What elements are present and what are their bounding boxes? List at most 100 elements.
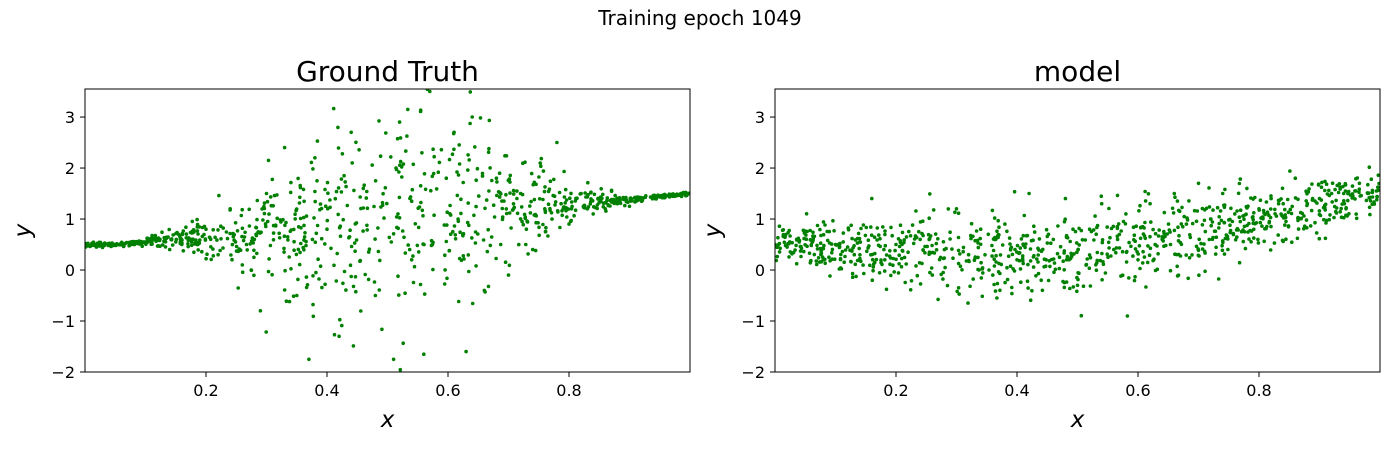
data-point <box>311 274 315 278</box>
data-point <box>467 223 471 228</box>
data-point <box>409 258 414 262</box>
data-point <box>354 289 358 294</box>
data-point <box>1161 239 1165 243</box>
data-point <box>234 249 239 253</box>
data-point <box>354 238 359 242</box>
data-point <box>1353 197 1357 201</box>
data-point <box>1350 184 1355 188</box>
data-point <box>986 232 991 237</box>
data-point <box>902 240 906 245</box>
data-point <box>815 223 820 228</box>
data-point <box>832 257 837 262</box>
data-point <box>326 191 330 195</box>
data-point <box>1064 280 1069 284</box>
data-point <box>1369 177 1374 181</box>
data-point <box>1359 193 1363 198</box>
data-point <box>1057 266 1062 271</box>
data-point <box>1343 183 1348 187</box>
data-point <box>163 245 168 249</box>
data-point <box>211 247 215 251</box>
data-point <box>157 238 162 242</box>
data-point <box>100 245 105 250</box>
data-point <box>314 270 318 275</box>
data-point <box>186 242 190 246</box>
data-point <box>1229 206 1233 211</box>
data-point <box>1052 270 1056 275</box>
data-point <box>808 259 813 263</box>
data-point <box>850 271 855 276</box>
data-point <box>461 233 465 238</box>
data-point <box>1372 202 1377 206</box>
data-point <box>1276 201 1281 206</box>
data-point <box>405 134 409 138</box>
data-point <box>289 180 293 185</box>
data-point <box>1258 198 1263 202</box>
data-point <box>230 257 234 262</box>
data-point <box>262 204 266 209</box>
data-point <box>1107 206 1111 211</box>
data-point <box>1084 262 1089 267</box>
data-point <box>234 244 239 249</box>
data-point <box>288 190 293 195</box>
data-point <box>979 276 984 280</box>
data-point <box>1252 227 1256 232</box>
data-point <box>899 256 904 261</box>
data-point <box>838 257 843 262</box>
data-point <box>366 250 371 254</box>
data-point <box>1187 255 1192 260</box>
data-point <box>397 120 402 124</box>
data-point <box>1081 284 1086 289</box>
data-point <box>349 130 354 135</box>
data-point <box>1095 250 1100 255</box>
data-point <box>286 238 290 242</box>
data-point <box>1151 258 1155 263</box>
data-point <box>1322 217 1326 222</box>
data-point <box>1209 223 1213 228</box>
data-point <box>1252 236 1256 240</box>
data-point <box>595 203 600 207</box>
data-point <box>304 214 309 218</box>
data-point <box>467 269 471 274</box>
data-point <box>872 235 877 239</box>
data-point <box>1286 224 1291 228</box>
data-point <box>1184 222 1189 226</box>
data-point <box>215 238 219 242</box>
data-point <box>488 243 493 248</box>
data-point <box>1149 220 1153 224</box>
data-point <box>1069 251 1073 256</box>
data-point <box>961 245 966 250</box>
data-point <box>432 154 437 159</box>
data-point <box>255 217 259 222</box>
data-point <box>596 197 600 201</box>
data-point <box>453 233 458 237</box>
data-point <box>249 239 254 243</box>
data-point <box>1264 200 1269 204</box>
data-point <box>601 192 605 197</box>
data-point <box>421 242 425 246</box>
data-point <box>403 291 407 296</box>
data-point <box>591 205 596 209</box>
data-point <box>1296 216 1300 220</box>
data-point <box>518 217 523 221</box>
data-point <box>928 270 932 275</box>
data-point <box>239 213 244 218</box>
data-point <box>1180 205 1184 210</box>
data-point <box>397 293 401 297</box>
data-point <box>473 145 477 149</box>
data-point <box>883 243 888 248</box>
data-point <box>1143 199 1148 203</box>
data-point <box>1028 247 1033 251</box>
data-point <box>1342 199 1346 203</box>
data-point <box>515 196 519 201</box>
data-point <box>1100 238 1105 242</box>
data-point <box>1168 242 1173 247</box>
data-point <box>195 222 200 227</box>
data-point <box>401 341 406 346</box>
data-point <box>1313 220 1317 225</box>
data-point <box>533 212 538 217</box>
data-point <box>1273 207 1277 212</box>
data-point <box>1117 246 1122 250</box>
data-point <box>520 192 525 197</box>
data-point <box>1216 277 1221 281</box>
data-point <box>1187 199 1191 203</box>
